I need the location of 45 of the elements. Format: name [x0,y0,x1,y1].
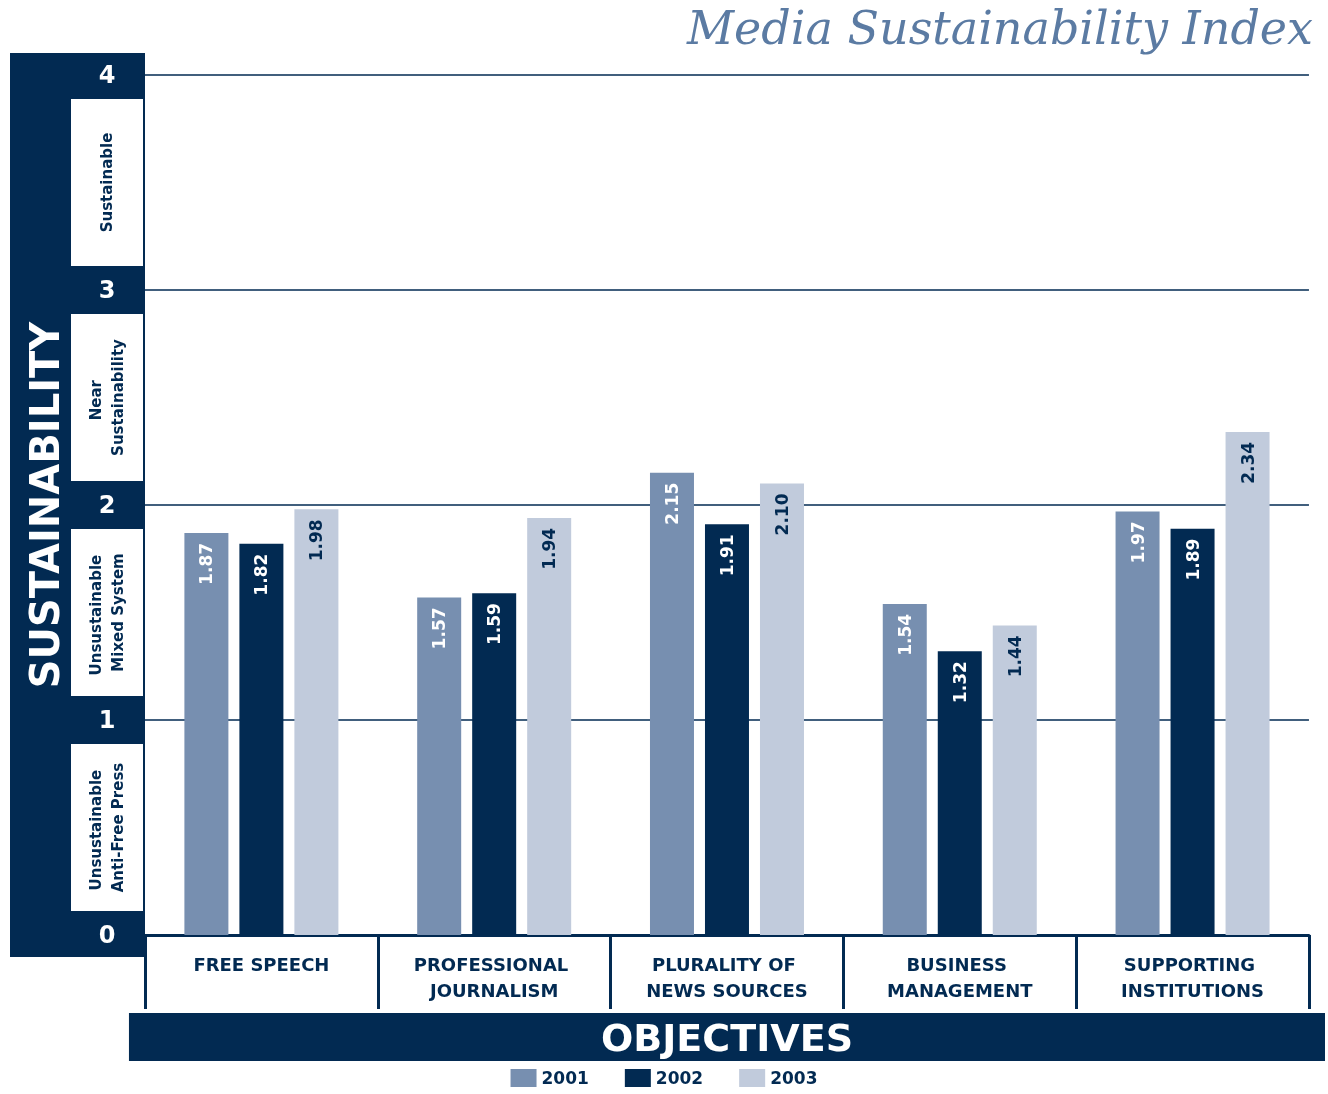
text: Sustainable [98,132,116,233]
data-label: 1.89 [1182,538,1203,581]
data-label: 2.10 [771,493,792,536]
chart-title: Media Sustainability Index [685,1,1314,55]
data-label: 1.44 [1004,635,1025,678]
x-tick-label: PROFESSIONAL JOURNALISM [413,953,575,1001]
data-label: 1.54 [894,613,915,656]
y-tick-label: 4 [98,61,116,89]
text: Unsustainable Mixed System [87,549,127,676]
x-tick-label: BUSINESS MANAGEMENT [887,953,1034,1001]
x-axis-title: OBJECTIVES [600,1016,853,1060]
y-tick-label: 1 [98,706,116,734]
x-tick-label: PLURALITY OF NEWS SOURCES [646,953,808,1001]
legend-label: 2003 [770,1068,818,1088]
data-label: 1.82 [251,553,272,596]
bar [649,472,694,935]
data-label: 1.59 [484,603,505,646]
text: Near Sustainability [87,338,127,456]
data-label: 1.57 [429,607,450,650]
y-tick-label: 0 [98,921,116,949]
data-label: 1.98 [306,519,327,562]
bar [759,483,804,935]
data-label: 1.94 [539,527,560,570]
y-tick-label: 3 [98,276,116,304]
text: Unsustainable Anti-Free Press [87,762,127,893]
bar [1115,511,1160,935]
bar [417,597,462,935]
data-label: 2.34 [1237,441,1258,484]
data-label: 1.32 [949,661,970,704]
legend-label: 2002 [655,1068,704,1088]
bar [882,603,927,935]
bar [992,625,1037,935]
bar [294,509,339,935]
bar [527,517,572,935]
data-label: 1.87 [196,542,217,585]
legend-label: 2001 [541,1068,589,1088]
bar [184,532,229,935]
y-tick-label: 2 [98,491,116,519]
data-label: 1.91 [716,534,737,577]
data-label: 1.97 [1127,521,1148,564]
x-tick-label: FREE SPEECH [193,953,330,975]
bar [1225,431,1270,935]
data-label: 2.15 [661,482,682,525]
y-axis-title: SUSTAINABILITY [22,320,68,689]
x-tick-label: SUPPORTING INSTITUTIONS [1121,953,1265,1001]
